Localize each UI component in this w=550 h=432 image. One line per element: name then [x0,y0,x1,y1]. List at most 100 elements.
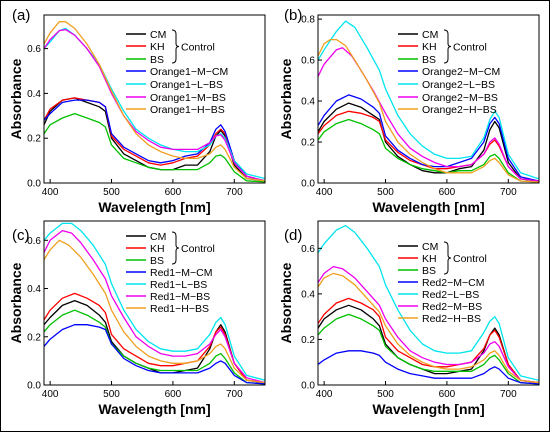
y-tick-label: 0.0 [301,179,315,190]
legend-label: Orange2−M−CM [422,66,500,78]
legend-label: Red1−L−BS [150,279,207,291]
series-line-6 [44,21,265,182]
y-tick-label: 0.2 [27,332,41,343]
panel-label: (b) [284,7,302,24]
x-tick-label: 500 [103,389,120,400]
legend-label: Red2−L−BS [422,289,479,301]
control-brace [171,231,180,265]
y-axis-title: Absorbance [8,58,24,139]
x-tick-label: 600 [165,389,182,400]
series-line-0 [318,102,539,182]
x-tick-label: 400 [316,187,333,198]
legend-label: Red1−M−CM [150,267,212,279]
y-tick-label: 0.2 [301,335,315,346]
series-line-1 [318,297,539,384]
series-line-0 [44,299,265,384]
legend-label: KH [150,243,165,255]
legend-label: Red2−H−BS [422,313,481,325]
series-lines [44,222,265,385]
panel-label: (a) [12,7,30,24]
x-tick-label: 500 [377,389,394,400]
y-tick-label: 0.2 [301,138,315,149]
series-line-5 [318,265,539,384]
series-line-1 [318,110,539,182]
x-tick-label: 700 [500,187,517,198]
x-tick-label: 500 [377,187,394,198]
control-brace [443,29,452,64]
series-line-5 [44,28,265,182]
series-line-2 [44,112,265,183]
legend-label: Red1−H−BS [150,303,209,315]
x-tick-label: 400 [42,389,59,400]
legend-label: Orange2−H−BS [422,104,497,116]
y-axis-title: Absorbance [278,58,294,139]
series-line-4 [318,224,539,382]
x-axis-title: Wavelength [nm] [372,401,484,417]
legend-label: Orange1−H−BS [150,104,225,116]
y-tick-label: 0.4 [301,97,315,108]
y-axis-title: Absorbance [8,262,24,343]
series-line-0 [318,304,539,384]
panel-label: (c) [12,227,30,244]
legend: CMKHBSRed1−M−CMRed1−L−BSRed1−M−BSRed1−H−… [126,231,215,315]
legend-label: BS [150,54,164,66]
series-line-4 [318,20,539,180]
plot-frame [43,220,266,386]
panels-container: (a) 400 500 600 700 0.0 0.2 0.4 0.6 Wavelength [n… [8,7,540,417]
series-line-6 [318,272,539,384]
y-tick-label: 0.0 [27,179,41,190]
series-lines [44,21,265,183]
legend-label: CM [150,231,166,243]
y-tick-label: 0.6 [301,56,315,67]
panel-2: (c) 400 500 600 700 0.0 0.2 0.4 0.6 Wavelength [n… [8,220,266,417]
y-axis-title: Absorbance [278,262,294,343]
series-lines [318,20,539,183]
legend-label: BS [150,255,164,267]
legend-label: BS [422,265,436,277]
legend-label: Orange1−M−CM [150,66,228,78]
x-tick-label: 600 [439,187,456,198]
series-line-2 [318,313,539,385]
x-axis-title: Wavelength [nm] [98,401,210,417]
y-tick-label: 0.6 [27,236,41,247]
series-line-3 [44,324,265,385]
control-label: Control [181,42,215,54]
panel-0: (a) 400 500 600 700 0.0 0.2 0.4 0.6 Wavelength [n… [8,7,266,215]
x-tick-label: 400 [42,187,59,198]
y-tick-label: 0.0 [301,381,315,392]
y-tick-label: 0.8 [301,15,315,26]
series-line-4 [44,222,265,381]
series-lines [318,224,539,385]
legend-label: CM [422,241,438,253]
y-tick-label: 0.4 [27,89,41,100]
legend-label: Red1−M−BS [150,291,210,303]
y-tick-label: 0.6 [27,44,41,55]
y-tick-label: 0.0 [27,381,41,392]
control-brace [171,29,180,64]
x-axis-title: Wavelength [nm] [372,199,484,215]
legend-label: Orange1−M−BS [150,92,226,104]
legend-label: CM [422,29,438,41]
series-line-5 [44,229,265,384]
legend-label: KH [422,41,437,53]
x-tick-label: 500 [103,187,120,198]
series-line-3 [44,99,265,182]
legend-label: Red2−M−BS [422,301,482,313]
legend-label: CM [150,29,166,41]
x-tick-label: 700 [226,187,243,198]
x-tick-label: 700 [226,389,243,400]
x-tick-label: 600 [439,389,456,400]
control-label: Control [453,42,487,54]
legend: CMKHBSOrange1−M−CMOrange1−L−BSOrange1−M−… [126,29,228,116]
legend-label: BS [422,54,436,66]
legend-label: KH [422,253,437,265]
series-line-1 [44,97,265,182]
legend-label: Orange1−L−BS [150,79,223,91]
series-line-6 [318,38,539,183]
legend-label: Red2−M−CM [422,277,484,289]
legend: CMKHBSRed2−M−CMRed2−L−BSRed2−M−BSRed2−H−… [398,241,487,325]
control-label: Control [453,253,487,265]
series-line-3 [318,350,539,385]
